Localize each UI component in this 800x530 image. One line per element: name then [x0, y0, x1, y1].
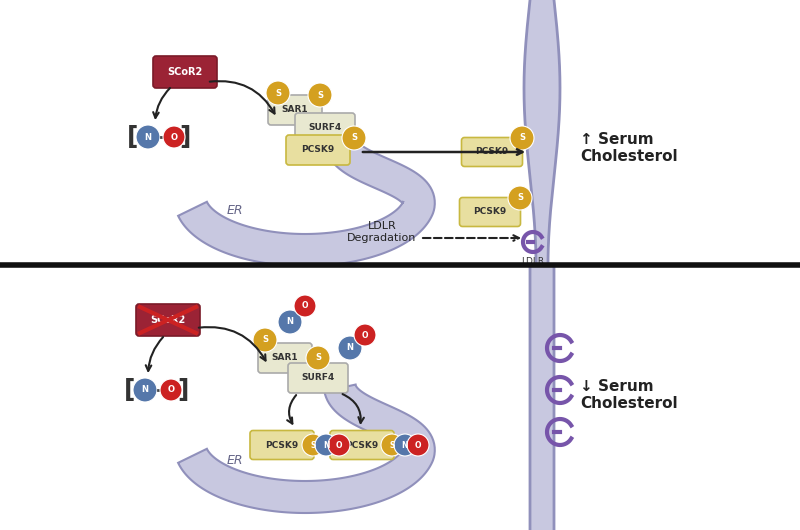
Text: N: N: [402, 440, 408, 449]
Circle shape: [338, 336, 362, 360]
FancyBboxPatch shape: [268, 95, 322, 125]
Text: PCSK9: PCSK9: [302, 146, 334, 155]
Circle shape: [328, 434, 350, 456]
Text: SCoR2: SCoR2: [150, 315, 186, 325]
Circle shape: [306, 346, 330, 370]
Text: N: N: [346, 343, 354, 352]
Text: ↓ Serum
Cholesterol: ↓ Serum Cholesterol: [580, 379, 678, 411]
Text: O: O: [336, 440, 342, 449]
Text: LDLR
Degradation: LDLR Degradation: [347, 221, 417, 243]
Text: SCoR2: SCoR2: [167, 67, 202, 77]
Polygon shape: [178, 138, 434, 266]
Text: ER: ER: [226, 204, 243, 216]
Text: O: O: [170, 132, 178, 142]
Circle shape: [308, 83, 332, 107]
FancyBboxPatch shape: [288, 363, 348, 393]
Text: SAR1: SAR1: [272, 354, 298, 363]
Circle shape: [394, 434, 416, 456]
Text: ]: ]: [178, 378, 189, 402]
Circle shape: [163, 126, 185, 148]
Text: S: S: [315, 354, 321, 363]
Circle shape: [133, 378, 157, 402]
Text: S: S: [262, 335, 268, 344]
FancyBboxPatch shape: [258, 343, 312, 373]
Text: N: N: [142, 385, 149, 394]
Text: N: N: [322, 440, 330, 449]
Text: S: S: [275, 89, 281, 98]
Text: SURF4: SURF4: [308, 123, 342, 132]
Text: ]: ]: [179, 125, 190, 149]
Circle shape: [253, 328, 277, 352]
Circle shape: [407, 434, 429, 456]
Circle shape: [302, 434, 324, 456]
Circle shape: [381, 434, 403, 456]
Circle shape: [278, 310, 302, 334]
Circle shape: [510, 126, 534, 150]
Text: N: N: [286, 317, 294, 326]
FancyBboxPatch shape: [136, 304, 200, 336]
Text: SURF4: SURF4: [302, 374, 334, 383]
Text: O: O: [362, 331, 368, 340]
Text: [: [: [124, 378, 136, 402]
Text: O: O: [167, 385, 174, 394]
FancyBboxPatch shape: [295, 113, 355, 143]
Text: PCSK9: PCSK9: [475, 147, 509, 156]
Circle shape: [294, 295, 316, 317]
FancyBboxPatch shape: [250, 430, 314, 460]
Text: PCSK9: PCSK9: [266, 440, 298, 449]
Text: SAR1: SAR1: [282, 105, 308, 114]
Text: S: S: [517, 193, 523, 202]
Circle shape: [508, 186, 532, 210]
Circle shape: [266, 81, 290, 105]
Text: S: S: [519, 134, 525, 143]
Text: N: N: [145, 132, 151, 142]
Text: PCSK9: PCSK9: [474, 208, 506, 216]
Text: ↑ Serum
Cholesterol: ↑ Serum Cholesterol: [580, 132, 678, 164]
Circle shape: [136, 125, 160, 149]
Polygon shape: [178, 385, 434, 513]
Circle shape: [160, 379, 182, 401]
Circle shape: [315, 434, 337, 456]
FancyBboxPatch shape: [459, 198, 521, 226]
Text: PCSK9: PCSK9: [346, 440, 378, 449]
Text: S: S: [317, 91, 323, 100]
FancyBboxPatch shape: [462, 137, 522, 166]
Text: O: O: [302, 302, 308, 311]
Text: [: [: [127, 125, 138, 149]
FancyBboxPatch shape: [286, 135, 350, 165]
Text: LDLR: LDLR: [522, 257, 545, 266]
FancyBboxPatch shape: [330, 430, 394, 460]
Circle shape: [342, 126, 366, 150]
Text: S: S: [390, 440, 394, 449]
Text: O: O: [414, 440, 422, 449]
Circle shape: [354, 324, 376, 346]
Text: S: S: [310, 440, 316, 449]
Text: ER: ER: [226, 454, 243, 466]
FancyBboxPatch shape: [153, 56, 217, 88]
Text: S: S: [351, 134, 357, 143]
